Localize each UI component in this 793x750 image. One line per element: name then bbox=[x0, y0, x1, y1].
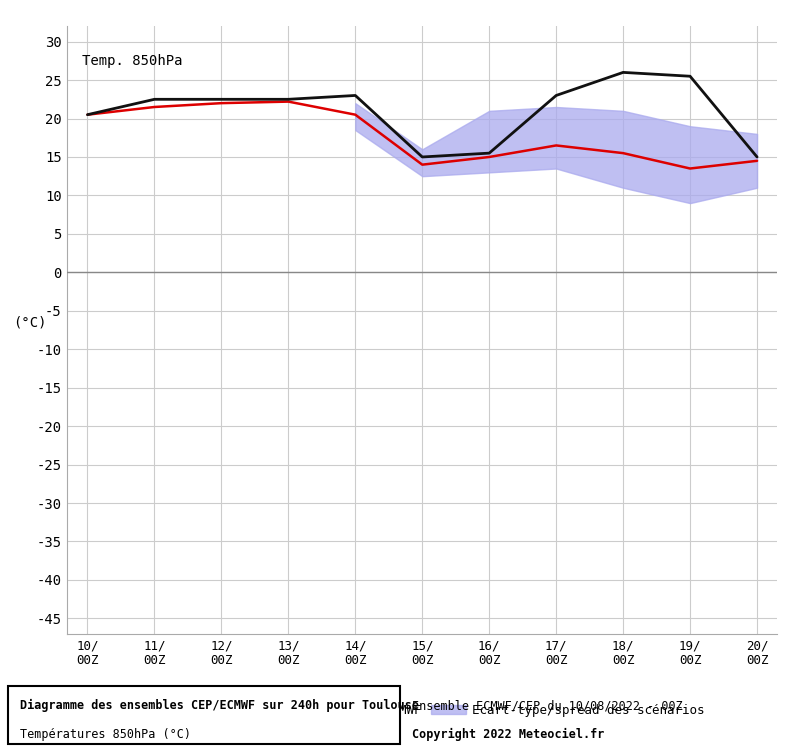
Text: Copyright 2022 Meteociel.fr: Copyright 2022 Meteociel.fr bbox=[412, 728, 605, 742]
Text: Temp. 850hPa: Temp. 850hPa bbox=[82, 53, 182, 68]
FancyBboxPatch shape bbox=[8, 686, 400, 744]
Text: Diagramme des ensembles CEP/ECMWF sur 240h pour Toulouse: Diagramme des ensembles CEP/ECMWF sur 24… bbox=[20, 699, 419, 712]
Text: Ensemble ECMWF/CEP du 10/08/2022 - 00Z: Ensemble ECMWF/CEP du 10/08/2022 - 00Z bbox=[412, 699, 683, 712]
Text: Températures 850hPa (°C): Températures 850hPa (°C) bbox=[20, 728, 191, 742]
Legend: Moyenne des scénarios, Run CEP/ECMWF, Ecart-type/spread des scénarios: Moyenne des scénarios, Run CEP/ECMWF, Ec… bbox=[74, 704, 705, 717]
Y-axis label: (°C): (°C) bbox=[13, 316, 47, 330]
